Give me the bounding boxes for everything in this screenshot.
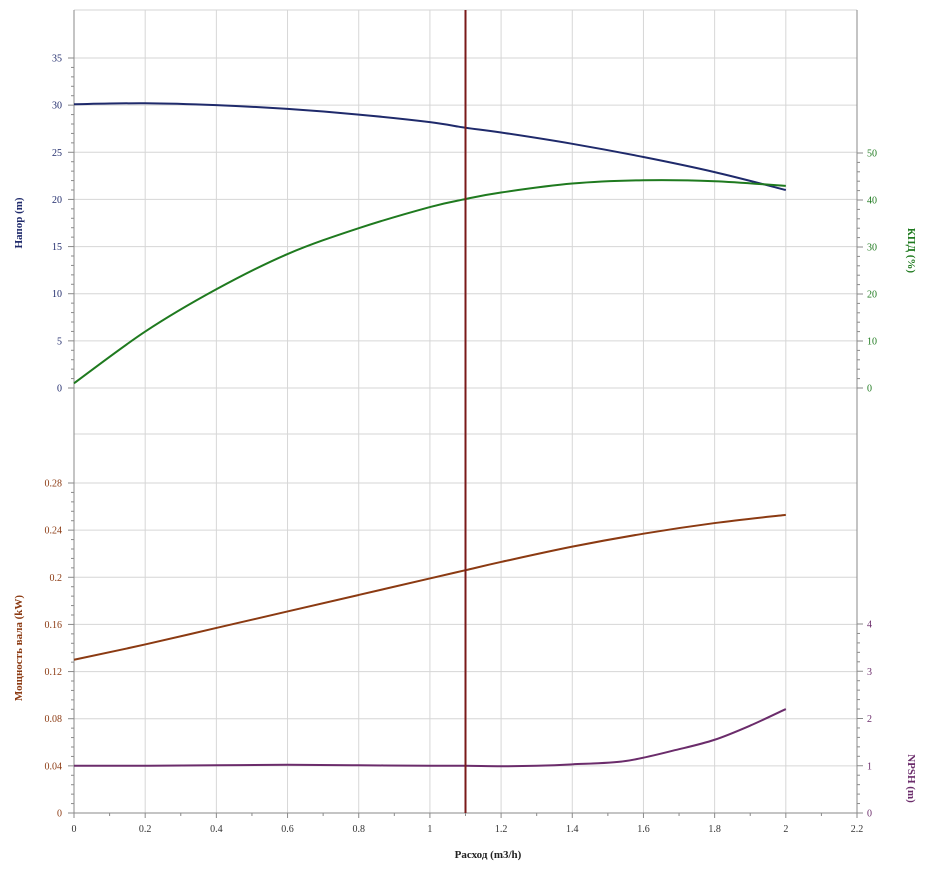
top-right-tick-label-2: 20 bbox=[867, 290, 877, 301]
top-left-tick-label-2: 10 bbox=[52, 289, 62, 300]
top-left-tick-label-4: 20 bbox=[52, 195, 62, 206]
top-left-tick-label-3: 15 bbox=[52, 242, 62, 253]
top-right-tick-label-1: 10 bbox=[867, 337, 877, 348]
x-tick-label-5: 1 bbox=[427, 824, 432, 835]
top-left-tick-label-6: 30 bbox=[52, 101, 62, 112]
efficiency-curve bbox=[73, 179, 786, 385]
top-left-tick-label-5: 25 bbox=[52, 148, 62, 159]
top-right-tick-label-4: 40 bbox=[867, 196, 877, 207]
x-tick-label-0: 0 bbox=[72, 824, 77, 835]
x-tick-label-8: 1.6 bbox=[637, 824, 650, 835]
axes bbox=[68, 10, 863, 818]
bottom-left-tick-label-4: 0.16 bbox=[45, 620, 63, 631]
x-tick-label-6: 1.2 bbox=[495, 824, 508, 835]
bottom-left-tick-label-1: 0.04 bbox=[45, 761, 63, 772]
x-tick-label-3: 0.6 bbox=[281, 824, 294, 835]
x-tick-label-9: 1.8 bbox=[708, 824, 721, 835]
npsh-curve bbox=[73, 708, 787, 768]
head-curve bbox=[73, 102, 787, 191]
bottom-right-tick-label-3: 3 bbox=[867, 667, 872, 678]
bottom-left-tick-label-7: 0.28 bbox=[45, 479, 63, 490]
top-left-tick-label-7: 35 bbox=[52, 54, 62, 65]
top-left-tick-label-0: 0 bbox=[57, 384, 62, 395]
top-right-tick-label-5: 50 bbox=[867, 149, 877, 160]
bottom-left-tick-label-3: 0.12 bbox=[45, 667, 63, 678]
x-tick-label-7: 1.4 bbox=[566, 824, 579, 835]
x-tick-label-11: 2.2 bbox=[851, 824, 864, 835]
bottom-right-tick-label-0: 0 bbox=[867, 809, 872, 820]
top-right-axis-title: КПД (%) bbox=[905, 228, 917, 274]
bottom-left-tick-label-6: 0.24 bbox=[45, 526, 63, 537]
series-lines bbox=[73, 102, 787, 768]
bottom-right-axis-title: NPSH (m) bbox=[905, 754, 917, 803]
top-left-axis-title: Напор (m) bbox=[13, 197, 25, 248]
bottom-left-tick-label-5: 0.2 bbox=[50, 573, 63, 584]
top-right-tick-label-3: 30 bbox=[867, 243, 877, 254]
tick-labels: 0 0.2 0.4 0.6 0.8 1 1.2 1.4 1.6 1.8 2 2.20510152025… bbox=[13, 54, 917, 836]
x-axis-title: Расход (m3/h) bbox=[455, 849, 522, 861]
bottom-right-tick-label-2: 2 bbox=[867, 714, 872, 725]
x-tick-label-1: 0.2 bbox=[139, 824, 152, 835]
bottom-left-tick-label-2: 0.08 bbox=[45, 714, 63, 725]
top-right-tick-label-0: 0 bbox=[867, 384, 872, 395]
bottom-left-axis-title: Мощность вала (kW) bbox=[13, 595, 25, 701]
bottom-left-tick-label-0: 0 bbox=[57, 809, 62, 820]
x-tick-label-2: 0.4 bbox=[210, 824, 223, 835]
top-left-tick-label-1: 5 bbox=[57, 336, 62, 347]
power-curve bbox=[73, 513, 786, 661]
bottom-right-tick-label-4: 4 bbox=[867, 620, 872, 631]
bottom-right-tick-label-1: 1 bbox=[867, 761, 872, 772]
x-tick-label-4: 0.8 bbox=[352, 824, 365, 835]
x-tick-label-10: 2 bbox=[783, 824, 788, 835]
